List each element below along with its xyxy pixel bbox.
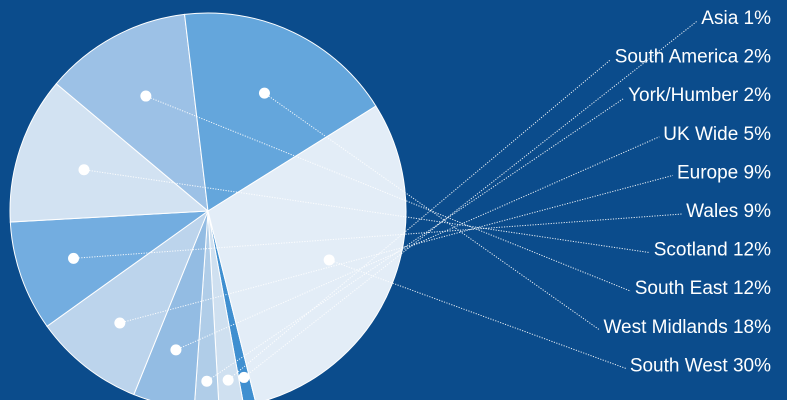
pie-slice-west-midlands-18 xyxy=(184,12,377,212)
pie-slice-york-humber-2 xyxy=(194,210,220,400)
legend-label-europe-9: Europe 9% xyxy=(677,162,771,183)
slice-marker-scotland-12 xyxy=(78,164,90,176)
leader-line-europe-9 xyxy=(119,174,674,324)
pie-slice-south-america-2 xyxy=(207,210,244,400)
legend-label-asia-1: Asia 1% xyxy=(701,8,771,29)
leader-lines-layer xyxy=(73,20,698,382)
slices-layer xyxy=(9,12,407,400)
pie-slice-wales-9 xyxy=(9,210,210,327)
leader-line-york-humber-2 xyxy=(206,97,625,382)
slice-marker-asia-1 xyxy=(238,371,250,383)
slice-marker-wales-9 xyxy=(68,252,80,264)
leader-line-south-west-30 xyxy=(328,259,626,369)
leader-line-scotland-12 xyxy=(83,169,650,254)
slice-markers-layer xyxy=(68,87,335,387)
leader-line-west-midlands-18 xyxy=(264,92,600,331)
slice-marker-south-east-12 xyxy=(140,90,152,102)
pie-slice-scotland-12 xyxy=(9,83,210,223)
slice-marker-uk-wide-5 xyxy=(170,344,182,356)
legend-label-scotland-12: Scotland 12% xyxy=(654,240,771,261)
pie-slice-south-east-12 xyxy=(55,13,209,213)
slice-marker-europe-9 xyxy=(114,317,126,329)
legend-labels-layer: Asia 1% South America 2% York/Humber 2% UK … xyxy=(603,8,771,376)
leader-line-wales-9 xyxy=(73,213,683,259)
legend-label-west-midlands-18: West Midlands 18% xyxy=(603,317,771,338)
legend-label-wales-9: Wales 9% xyxy=(686,201,771,222)
pie-slice-south-west-30 xyxy=(207,105,407,400)
legend-label-uk-wide-5: UK Wide 5% xyxy=(663,124,771,145)
slice-marker-south-west-30 xyxy=(323,254,335,266)
legend-label-south-america-2: South America 2% xyxy=(615,47,771,68)
slice-marker-west-midlands-18 xyxy=(258,87,270,99)
legend-label-south-east-12: South East 12% xyxy=(635,278,771,299)
legend-label-york-humber-2: York/Humber 2% xyxy=(628,85,771,106)
pie-slice-europe-9 xyxy=(46,209,210,396)
slice-marker-york-humber-2 xyxy=(201,375,213,387)
legend-label-south-west-30: South West 30% xyxy=(630,355,771,376)
leader-line-uk-wide-5 xyxy=(175,136,660,351)
slice-marker-south-america-2 xyxy=(222,374,234,386)
